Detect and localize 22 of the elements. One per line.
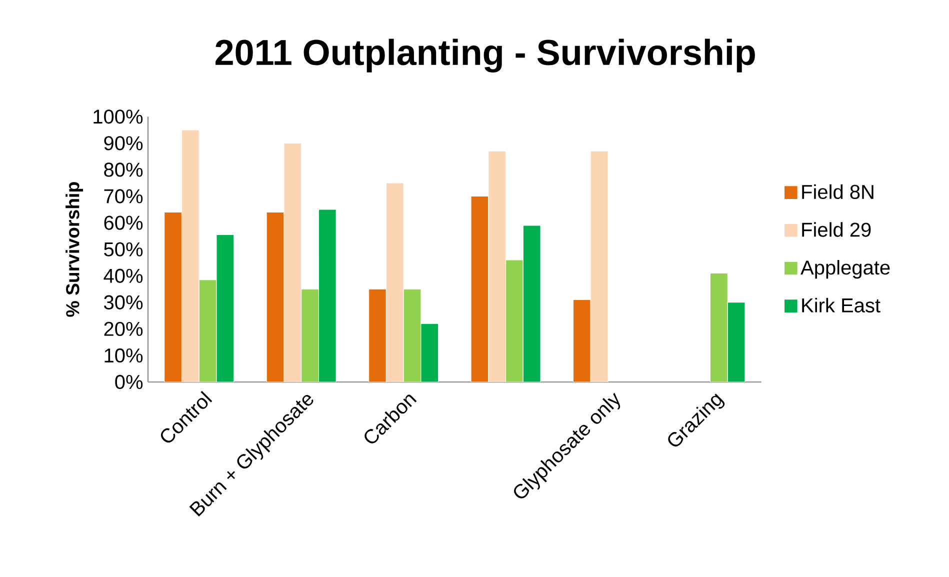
y-tick-label: 0% — [115, 374, 143, 390]
y-tick-label: 60% — [104, 216, 143, 230]
bar — [284, 142, 302, 382]
y-tick-label: 80% — [104, 162, 143, 177]
y-tick-label: 50% — [104, 242, 143, 256]
bar — [590, 150, 608, 382]
y-tick-label: 90% — [104, 136, 143, 150]
legend-label: Applegate — [800, 260, 890, 279]
bar — [181, 130, 200, 382]
y-tick-label: 100% — [94, 110, 143, 124]
bar — [386, 182, 404, 382]
chart-title: 2011 Outplanting - Survivorship — [216, 38, 755, 73]
y-tick-label: 20% — [104, 322, 143, 336]
legend-label: Field 29 — [802, 222, 871, 237]
y-tick-label: 70% — [104, 189, 143, 204]
y-tick-label: 40% — [104, 268, 143, 283]
y-tick-label: 30% — [104, 295, 143, 310]
y-tick-label: 10% — [104, 348, 143, 363]
y-axis-title: % Survivorship — [66, 182, 83, 317]
legend-label: Kirk East — [802, 298, 880, 312]
legend-label: Field 8N — [802, 184, 874, 200]
bar — [488, 150, 506, 382]
